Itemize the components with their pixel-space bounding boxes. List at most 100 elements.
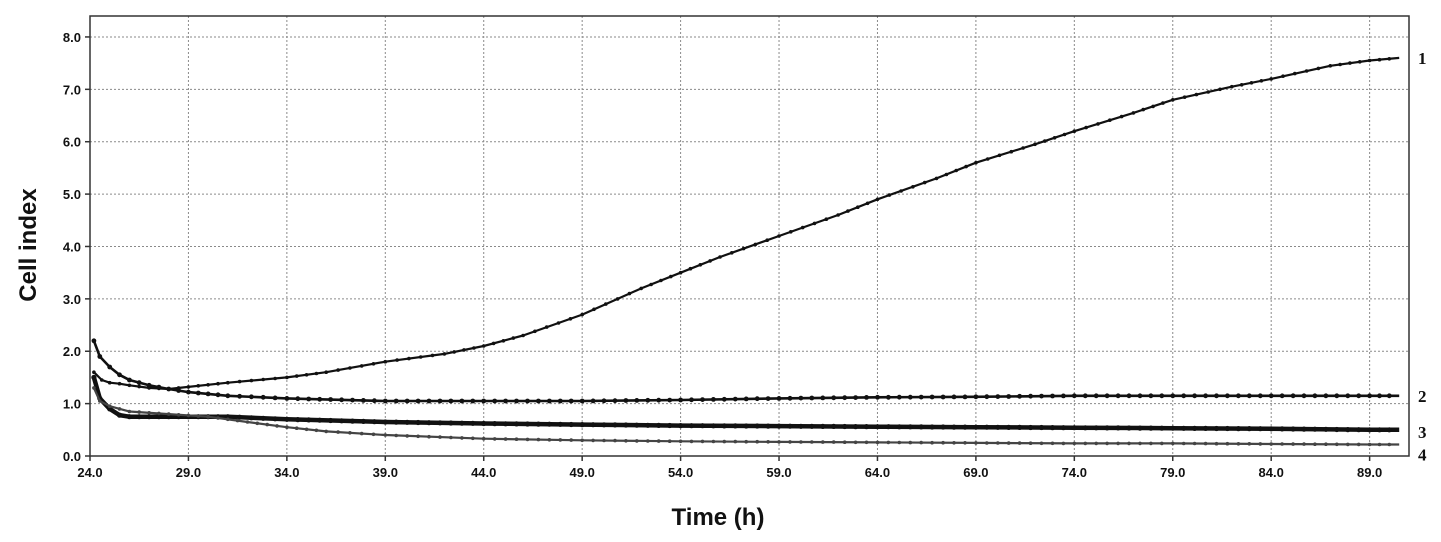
data-point bbox=[1334, 393, 1340, 399]
data-point bbox=[418, 355, 423, 359]
data-point bbox=[261, 377, 266, 382]
data-point bbox=[146, 414, 152, 420]
data-point bbox=[810, 440, 814, 444]
data-point bbox=[649, 282, 653, 287]
data-point bbox=[1170, 393, 1176, 399]
data-point bbox=[1171, 98, 1175, 102]
data-point bbox=[1127, 441, 1131, 446]
data-point bbox=[1312, 393, 1318, 399]
y-tick-label: 0.0 bbox=[63, 449, 81, 464]
data-point bbox=[1181, 425, 1187, 431]
data-point bbox=[1072, 129, 1077, 133]
data-point bbox=[448, 398, 454, 404]
data-point bbox=[899, 189, 903, 193]
data-point bbox=[788, 440, 792, 444]
data-point bbox=[1203, 441, 1208, 446]
data-point bbox=[226, 380, 230, 385]
series-2 bbox=[91, 338, 1400, 404]
data-point bbox=[146, 382, 152, 388]
data-point bbox=[831, 423, 837, 429]
data-point bbox=[225, 414, 231, 420]
data-point bbox=[875, 197, 880, 202]
data-point bbox=[1290, 426, 1296, 432]
data-point bbox=[799, 440, 803, 444]
plot-frame bbox=[89, 15, 1410, 457]
data-point bbox=[1246, 393, 1252, 399]
data-point bbox=[831, 395, 837, 401]
data-point bbox=[306, 396, 312, 402]
data-point bbox=[1214, 393, 1219, 399]
data-point bbox=[741, 246, 746, 251]
data-point bbox=[317, 396, 323, 402]
data-point bbox=[864, 440, 869, 445]
data-point bbox=[225, 393, 231, 399]
data-point bbox=[853, 440, 858, 445]
y-axis-title: Cell index bbox=[15, 188, 42, 302]
data-point bbox=[459, 398, 465, 404]
data-point bbox=[1323, 426, 1329, 432]
data-point bbox=[1043, 139, 1047, 143]
data-point bbox=[886, 394, 891, 400]
data-point bbox=[591, 438, 595, 443]
data-point bbox=[1386, 393, 1392, 399]
data-point bbox=[1192, 425, 1198, 431]
data-point bbox=[1377, 442, 1382, 447]
data-point bbox=[1269, 442, 1273, 446]
data-point bbox=[284, 416, 290, 422]
data-point bbox=[306, 417, 312, 423]
data-point bbox=[1071, 393, 1077, 399]
data-point bbox=[568, 398, 574, 404]
data-point bbox=[678, 439, 683, 444]
data-point bbox=[1061, 393, 1066, 399]
data-point bbox=[339, 397, 344, 403]
data-point bbox=[1387, 57, 1392, 61]
y-tick-label: 5.0 bbox=[63, 187, 81, 202]
data-point bbox=[951, 394, 957, 400]
data-point bbox=[97, 354, 103, 359]
data-point bbox=[470, 420, 476, 426]
data-point bbox=[328, 397, 333, 402]
x-tick-label: 79.0 bbox=[1160, 465, 1185, 480]
data-point bbox=[776, 396, 782, 401]
data-point bbox=[1182, 95, 1187, 99]
data-point bbox=[513, 421, 520, 427]
data-point bbox=[1203, 393, 1208, 399]
data-point bbox=[853, 395, 858, 400]
data-point bbox=[963, 441, 967, 445]
data-point bbox=[294, 426, 299, 431]
data-point bbox=[272, 416, 278, 422]
data-point bbox=[930, 440, 934, 445]
data-point bbox=[100, 378, 104, 382]
y-tick-label: 2.0 bbox=[63, 344, 81, 359]
data-point bbox=[1356, 427, 1362, 433]
data-point bbox=[1126, 425, 1132, 431]
data-point bbox=[580, 312, 584, 317]
data-point bbox=[1213, 425, 1220, 432]
data-point bbox=[371, 419, 377, 425]
series-label-3: 3 bbox=[1418, 423, 1427, 442]
data-point bbox=[255, 421, 260, 426]
data-point bbox=[524, 421, 531, 427]
data-point bbox=[700, 439, 705, 444]
data-point bbox=[954, 168, 958, 173]
series-layer bbox=[91, 56, 1400, 447]
data-point bbox=[1301, 393, 1307, 399]
data-point bbox=[1021, 146, 1025, 150]
data-point bbox=[136, 414, 142, 420]
data-point bbox=[853, 424, 859, 430]
data-point bbox=[639, 286, 643, 291]
data-point bbox=[592, 307, 596, 312]
data-point bbox=[235, 418, 240, 423]
x-axis-title: Time (h) bbox=[672, 504, 765, 531]
data-point bbox=[1039, 393, 1044, 399]
series-line-2 bbox=[92, 340, 1400, 403]
data-point bbox=[260, 415, 266, 421]
data-point bbox=[940, 394, 946, 400]
data-point bbox=[394, 433, 399, 438]
data-point bbox=[1181, 393, 1187, 399]
data-point bbox=[273, 376, 277, 381]
data-point bbox=[206, 414, 210, 419]
data-point bbox=[604, 302, 608, 306]
data-point bbox=[314, 428, 319, 433]
data-point bbox=[501, 339, 506, 343]
